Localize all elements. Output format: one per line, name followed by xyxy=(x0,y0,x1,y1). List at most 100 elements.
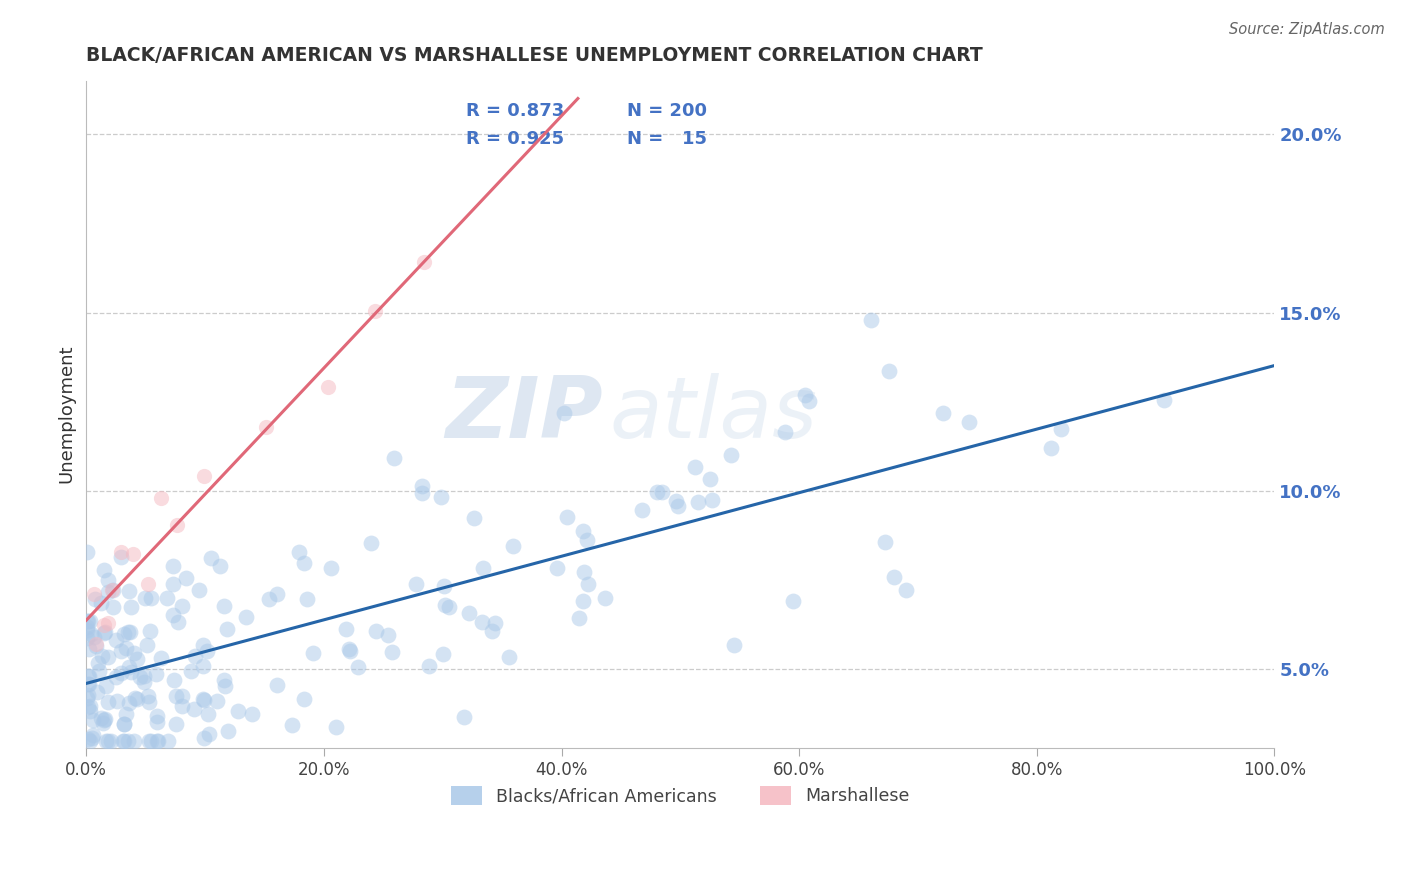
Point xyxy=(94,625,117,640)
Point xyxy=(288,545,311,559)
Point xyxy=(112,717,135,731)
Point xyxy=(94,712,117,726)
Point xyxy=(162,577,184,591)
Point xyxy=(110,666,132,681)
Point xyxy=(191,659,214,673)
Point xyxy=(82,713,104,727)
Point xyxy=(118,660,141,674)
Point xyxy=(172,599,194,613)
Point xyxy=(83,630,105,644)
Point xyxy=(118,696,141,710)
Point xyxy=(188,582,211,597)
Point xyxy=(453,709,475,723)
Point xyxy=(325,720,347,734)
Point xyxy=(125,692,148,706)
Point xyxy=(112,717,135,731)
Point xyxy=(209,559,232,574)
Point xyxy=(156,591,179,605)
Point xyxy=(174,571,197,585)
Point xyxy=(76,614,98,628)
Point xyxy=(93,617,115,632)
Text: ZIP: ZIP xyxy=(446,373,603,456)
Point xyxy=(214,679,236,693)
Point xyxy=(197,707,219,722)
Point xyxy=(138,733,160,747)
Point xyxy=(430,490,453,504)
Point xyxy=(97,573,120,587)
Point xyxy=(339,644,361,658)
Point xyxy=(117,625,139,640)
Point xyxy=(167,615,190,630)
Point xyxy=(699,471,721,485)
Point xyxy=(484,615,506,630)
Point xyxy=(254,419,277,434)
Point xyxy=(434,598,457,612)
Point xyxy=(200,550,222,565)
Point xyxy=(132,675,155,690)
Point xyxy=(576,576,599,591)
Point xyxy=(184,649,207,664)
Point xyxy=(377,628,399,642)
Point xyxy=(80,627,103,641)
Point xyxy=(405,577,427,591)
Point xyxy=(110,550,132,565)
Text: R = 0.925: R = 0.925 xyxy=(467,130,565,148)
Point xyxy=(145,715,167,730)
Point xyxy=(166,518,188,533)
Point xyxy=(105,633,128,648)
Point xyxy=(128,670,150,684)
Point xyxy=(122,548,145,562)
Point xyxy=(134,591,156,606)
Point xyxy=(546,561,568,575)
Point xyxy=(79,615,101,629)
Point xyxy=(97,585,120,599)
Point xyxy=(193,469,215,483)
Point xyxy=(180,664,202,678)
Point xyxy=(1153,393,1175,408)
Point xyxy=(76,732,98,747)
Point xyxy=(266,678,288,692)
Point xyxy=(79,733,101,747)
Point xyxy=(302,646,325,660)
Point xyxy=(82,728,104,742)
Point xyxy=(411,486,433,500)
Point xyxy=(115,640,138,655)
Point xyxy=(76,631,98,645)
Point xyxy=(240,707,263,722)
Point xyxy=(77,677,100,691)
Point xyxy=(83,591,105,606)
Point xyxy=(195,643,218,657)
Point xyxy=(77,688,100,702)
Point xyxy=(132,669,155,683)
Point xyxy=(90,596,112,610)
Point xyxy=(84,637,107,651)
Point xyxy=(568,611,591,625)
Point xyxy=(381,645,404,659)
Point xyxy=(120,665,142,679)
Point xyxy=(183,701,205,715)
Point xyxy=(76,615,98,629)
Point xyxy=(280,717,302,731)
Text: N =   15: N = 15 xyxy=(627,130,707,148)
Point xyxy=(873,534,896,549)
Point xyxy=(76,545,98,559)
Point xyxy=(122,733,145,747)
Point xyxy=(93,626,115,640)
Point xyxy=(651,484,673,499)
Point xyxy=(212,599,235,613)
Point xyxy=(363,303,385,318)
Point xyxy=(76,690,98,705)
Point xyxy=(87,664,110,678)
Point xyxy=(101,582,124,597)
Point xyxy=(471,615,494,630)
Point xyxy=(360,536,382,550)
Point xyxy=(145,667,167,681)
Point xyxy=(683,459,706,474)
Point xyxy=(91,648,114,663)
Point xyxy=(572,524,595,539)
Point xyxy=(112,733,135,747)
Point xyxy=(162,558,184,573)
Point xyxy=(138,695,160,709)
Point xyxy=(782,594,804,608)
Point xyxy=(157,733,180,747)
